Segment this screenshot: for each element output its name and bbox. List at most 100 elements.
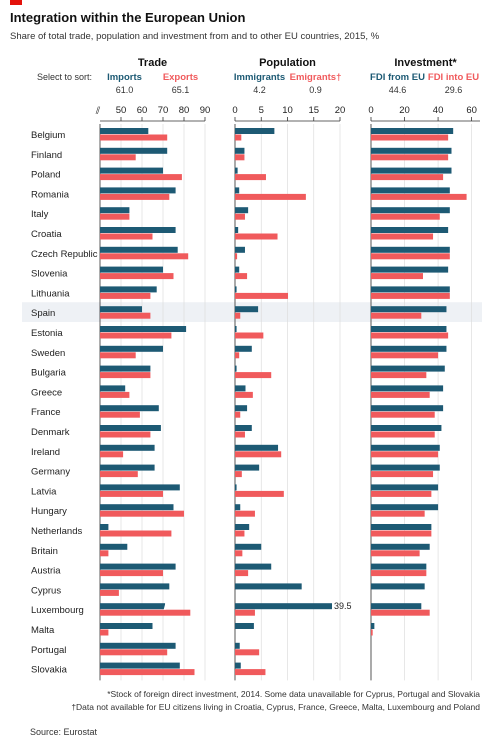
bar (100, 167, 163, 174)
bar (235, 662, 241, 669)
bar (371, 273, 423, 280)
bar (371, 332, 449, 339)
sort-button[interactable]: FDI from EU (370, 72, 425, 83)
bar (371, 286, 450, 293)
tick-label: 0 (368, 105, 373, 116)
sort-button[interactable]: Emigrants† (290, 72, 342, 83)
bar (100, 642, 176, 649)
tick-label: 70 (158, 105, 169, 116)
bar (100, 405, 159, 412)
bar (100, 530, 172, 537)
country-label: Portugal (31, 645, 66, 656)
country-label: Cyprus (31, 585, 61, 596)
country-label: Czech Republic (31, 249, 98, 260)
bar (100, 504, 174, 511)
bar (235, 405, 248, 412)
bar (235, 345, 252, 352)
tick-label: 20 (399, 105, 410, 116)
bar (235, 550, 243, 557)
country-label: Greece (31, 387, 62, 398)
bar (371, 385, 444, 392)
series-average: 44.6 (389, 85, 407, 95)
bar (100, 352, 136, 359)
bar (100, 266, 163, 273)
bar (100, 365, 151, 372)
tick-label: 90 (200, 105, 211, 116)
bar (100, 662, 180, 669)
bar (100, 629, 109, 636)
bar (371, 266, 449, 273)
bar (100, 490, 163, 497)
bar (235, 253, 238, 260)
bar (371, 391, 430, 398)
footnote-investment: *Stock of foreign direct investment, 201… (107, 689, 480, 699)
brand-red-rule (10, 0, 22, 5)
bar (235, 623, 254, 629)
chart-title: Integration within the European Union (10, 10, 246, 25)
series-average: 29.6 (445, 85, 463, 95)
bar (100, 543, 128, 550)
bar (100, 213, 130, 220)
bar (235, 464, 260, 471)
bar (235, 431, 245, 438)
bar (371, 603, 422, 610)
sort-button[interactable]: Imports (107, 72, 142, 83)
bar (235, 326, 237, 332)
sort-label: Select to sort: (37, 72, 92, 82)
bar (235, 543, 262, 550)
bar (371, 405, 444, 412)
bar (371, 372, 427, 379)
sort-button[interactable]: FDI into EU (428, 72, 479, 83)
bar (371, 246, 450, 253)
overflow-label: 39.5 (334, 601, 352, 611)
bar (371, 306, 447, 313)
bar (235, 306, 259, 313)
sort-button[interactable]: Exports (163, 72, 198, 83)
bar (100, 134, 168, 141)
bar (100, 312, 151, 319)
bar (100, 609, 191, 616)
series-average: 61.0 (116, 85, 134, 95)
bar (100, 147, 168, 154)
bar (371, 484, 439, 491)
bar (371, 471, 434, 478)
bar-break (163, 602, 168, 610)
bar (100, 332, 172, 339)
bar (371, 193, 467, 200)
footnote-emigrants: †Data not available for EU citizens livi… (71, 702, 480, 712)
country-label: Denmark (31, 427, 70, 438)
bar (371, 543, 430, 550)
country-label: Ireland (31, 447, 60, 458)
country-label: Bulgaria (31, 368, 67, 379)
country-label: Britain (31, 546, 58, 557)
country-label: Italy (31, 209, 49, 220)
bar (235, 372, 272, 379)
bar (235, 490, 284, 497)
bar (371, 147, 452, 154)
country-label: Hungary (31, 506, 67, 517)
bar (235, 154, 245, 161)
bar (371, 134, 449, 141)
bar (371, 550, 420, 557)
bar (100, 246, 178, 253)
bar (371, 128, 454, 134)
bar (235, 425, 252, 431)
bar (371, 326, 447, 332)
bar (371, 451, 439, 458)
bar (235, 207, 249, 214)
bar (235, 444, 279, 451)
bar (371, 570, 427, 577)
source-note: Source: Eurostat (30, 727, 98, 737)
country-label: Malta (31, 625, 55, 636)
bar (371, 154, 449, 161)
bar (235, 312, 241, 319)
country-label: Germany (31, 467, 70, 478)
bar (235, 524, 250, 530)
panel-title: Population (259, 57, 316, 69)
bar (235, 510, 255, 517)
axis-break-mark: ⫽ (95, 106, 101, 117)
bar (235, 583, 302, 590)
bar (235, 352, 240, 359)
chart-subtitle: Share of total trade, population and inv… (10, 31, 380, 42)
sort-button[interactable]: Immigrants (234, 72, 285, 83)
